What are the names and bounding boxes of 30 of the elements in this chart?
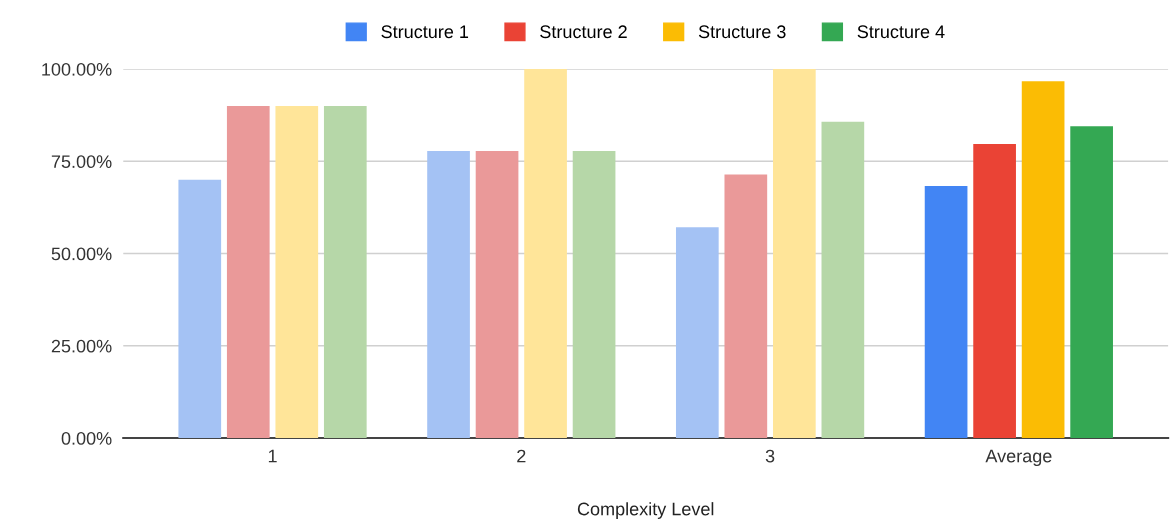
bar (675, 227, 719, 439)
bar (924, 186, 968, 439)
bar (323, 105, 367, 439)
bar (1070, 126, 1113, 439)
bar (773, 69, 816, 439)
bar (572, 150, 616, 439)
y-tick-label: 100.00% (42, 62, 112, 76)
legend-label: Structure 4 (857, 25, 945, 39)
bar (524, 69, 567, 439)
bar (973, 143, 1016, 439)
bar (1021, 81, 1065, 439)
bar (821, 121, 865, 439)
bar (724, 174, 768, 439)
bar (226, 105, 270, 439)
legend-label: Structure 1 (381, 25, 469, 39)
x-tick-label: 1 (268, 449, 277, 463)
y-tick-label: 50.00% (51, 247, 112, 261)
bar (275, 105, 319, 439)
y-tick-label: 25.00% (51, 339, 112, 353)
x-tick-label: 3 (765, 449, 775, 463)
y-tick-label: 75.00% (51, 155, 112, 169)
bar (427, 150, 470, 439)
bar (475, 150, 519, 439)
x-tick-label: 2 (517, 449, 526, 463)
x-tick-label: Average (985, 449, 1052, 467)
legend-label: Structure 3 (698, 25, 786, 39)
legend-label: Structure 2 (540, 25, 627, 39)
x-axis-title: Complexity Level (577, 502, 714, 519)
y-tick-label: 0.00% (61, 432, 112, 445)
bar (178, 179, 222, 439)
